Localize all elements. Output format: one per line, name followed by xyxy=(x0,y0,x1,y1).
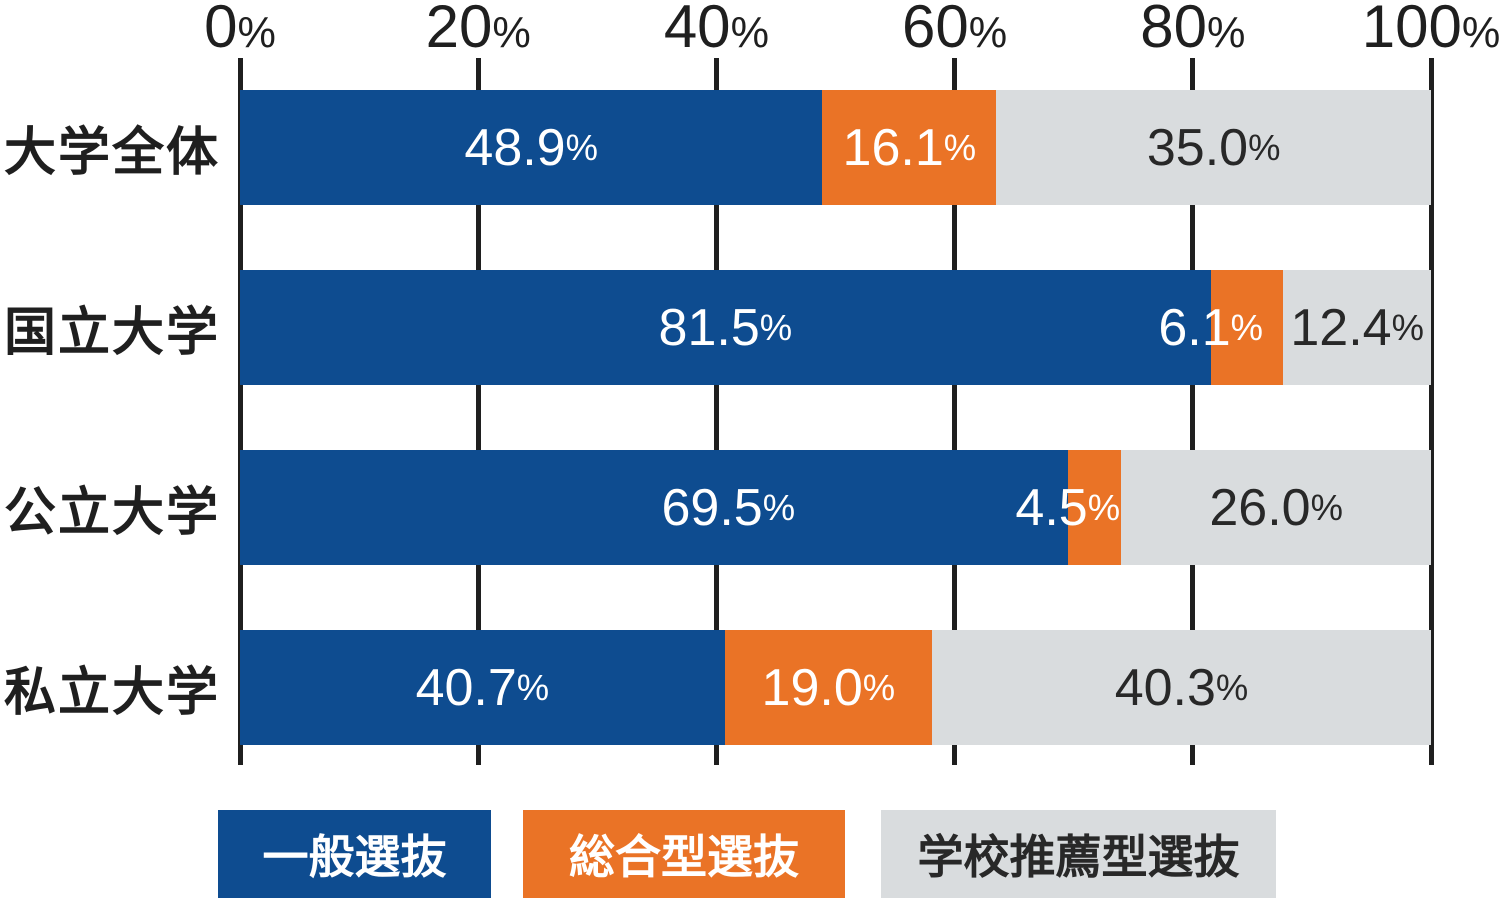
category-label-4: 私立大学 xyxy=(4,664,221,722)
gridline-40% xyxy=(713,58,719,765)
bar-segment-一般選抜 xyxy=(240,90,823,205)
legend-item-2: 総合型選抜 xyxy=(523,810,845,898)
value-label-一般選抜: 40.7% xyxy=(415,658,550,717)
bar-segment-総合型選抜 xyxy=(1067,450,1122,565)
value-label-学校推薦型選抜: 35.0% xyxy=(1146,118,1281,177)
gridline-60% xyxy=(952,58,958,765)
bar-segment-一般選抜 xyxy=(240,630,725,745)
value-label-学校推薦型選抜: 26.0% xyxy=(1209,478,1343,537)
gridline-80% xyxy=(1190,58,1196,765)
bar-segment-一般選抜 xyxy=(240,450,1068,565)
category-label-1: 大学全体 xyxy=(4,124,221,182)
legend-item-3: 学校推薦型選抜 xyxy=(881,810,1276,898)
value-label-学校推薦型選抜: 12.4% xyxy=(1290,298,1424,357)
x-axis-tick-label: 60% xyxy=(902,0,1008,60)
bar-segment-学校推薦型選抜 xyxy=(1283,270,1431,385)
bar-segment-学校推薦型選抜 xyxy=(1121,450,1431,565)
value-label-総合型選抜: 6.1% xyxy=(1158,298,1263,357)
legend-label: 学校推薦型選抜 xyxy=(917,831,1240,883)
legend-label: 総合型選抜 xyxy=(569,831,799,883)
value-label-一般選抜: 48.9% xyxy=(464,118,598,177)
bar-segment-総合型選抜 xyxy=(1210,270,1284,385)
bar-segment-総合型選抜 xyxy=(724,630,932,745)
category-label-2: 国立大学 xyxy=(4,304,221,362)
category-label-3: 公立大学 xyxy=(4,484,221,542)
x-axis-tick-label: 20% xyxy=(425,0,531,60)
bar-segment-一般選抜 xyxy=(240,270,1211,385)
value-label-学校推薦型選抜: 40.3% xyxy=(1114,658,1249,717)
x-axis-tick-label: 80% xyxy=(1140,0,1246,60)
gridline-100% xyxy=(1428,58,1434,765)
value-label-総合型選抜: 19.0% xyxy=(761,658,896,717)
bar-segment-総合型選抜 xyxy=(822,90,997,205)
value-label-一般選抜: 81.5% xyxy=(658,298,793,357)
gridline-0% xyxy=(237,58,243,765)
gridline-20% xyxy=(475,58,481,765)
legend-label: 一般選抜 xyxy=(262,831,447,883)
x-axis-tick-label: 100% xyxy=(1361,0,1500,60)
legend-item-1: 一般選抜 xyxy=(218,810,491,898)
bar-segment-学校推薦型選抜 xyxy=(931,630,1431,745)
x-axis-tick-label: 40% xyxy=(663,0,769,60)
value-label-総合型選抜: 16.1% xyxy=(842,118,977,177)
bar-segment-学校推薦型選抜 xyxy=(996,90,1431,205)
x-axis-tick-label: 0% xyxy=(204,0,276,60)
value-label-一般選抜: 69.5% xyxy=(661,478,796,537)
value-label-総合型選抜: 4.5% xyxy=(1015,478,1121,537)
